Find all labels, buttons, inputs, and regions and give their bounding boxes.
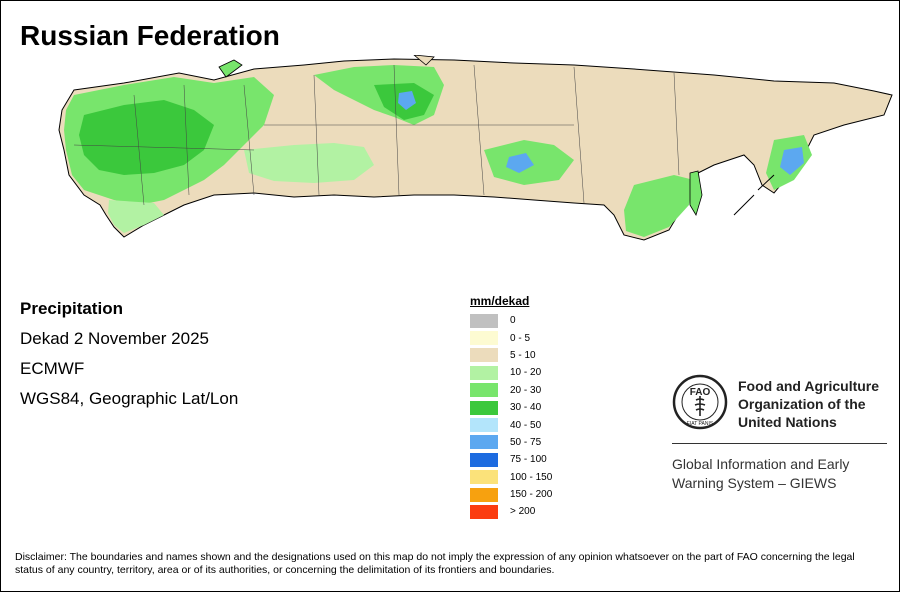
severnaya-zemlya <box>413 55 435 66</box>
fao-emblem-icon: FAO FIAT PANIS <box>672 374 728 430</box>
legend-label: 50 - 75 <box>510 436 542 448</box>
legend-label: 0 - 5 <box>510 332 531 344</box>
legend-label: 30 - 40 <box>510 402 542 414</box>
legend-classes: 0 0 - 5 5 - 10 10 - 20 20 - 30 30 - 40 40 - 50… <box>470 312 552 521</box>
legend-row: 10 - 20 <box>470 364 552 381</box>
legend-label: 150 - 200 <box>510 489 553 501</box>
legend-swatch <box>470 313 498 328</box>
map-title: Russian Federation <box>20 20 280 51</box>
fao-name-line-1: Food and Agriculture <box>738 378 880 394</box>
giews-line-2: Warning System – GIEWS <box>672 475 837 491</box>
novaya-zemlya <box>218 59 243 78</box>
fao-name-line-2: Organization of the <box>738 396 866 412</box>
legend-row: 100 - 150 <box>470 469 552 486</box>
legend-swatch <box>470 418 498 433</box>
legend-label: 10 - 20 <box>510 367 542 379</box>
high-precip-baikal <box>506 153 534 173</box>
fao-letters: FAO <box>690 387 711 398</box>
giews-name: Global Information and Early Warning Sys… <box>672 455 849 493</box>
legend-row: 50 - 75 <box>470 434 552 451</box>
very-wet-zone-west <box>79 100 214 175</box>
legend-unit: mm/dekad <box>470 294 530 308</box>
legend-label: 40 - 50 <box>510 419 542 431</box>
sakhalin-island <box>689 170 703 216</box>
legend-row: 0 - 5 <box>470 329 552 346</box>
legend-row: > 200 <box>470 503 552 520</box>
legend-row: 5 - 10 <box>470 347 552 364</box>
legend-swatch <box>470 435 498 450</box>
fao-organization-name: Food and Agriculture Organization of the… <box>738 377 879 431</box>
admin-boundaries <box>73 64 680 206</box>
legend-swatch <box>470 383 498 398</box>
divider <box>672 443 887 444</box>
light-wet-zone-south-central <box>244 143 374 183</box>
legend-label: 5 - 10 <box>510 349 536 361</box>
legend-row: 0 <box>470 312 552 329</box>
precipitation-map <box>58 55 893 241</box>
legend-row: 20 - 30 <box>470 382 552 399</box>
legend-label: 75 - 100 <box>510 454 547 466</box>
high-precip-kamchatka <box>780 147 804 175</box>
legend-label: 0 <box>510 315 516 327</box>
variable-label: Precipitation <box>20 299 123 318</box>
wet-zone-far-east <box>624 175 694 237</box>
legend-swatch <box>470 331 498 346</box>
giews-line-1: Global Information and Early <box>672 456 850 472</box>
legend-label: > 200 <box>510 506 536 518</box>
legend-swatch <box>470 452 498 467</box>
legend: mm/dekad 0 0 - 5 5 - 10 10 - 20 20 - 30 30 - … <box>470 294 552 521</box>
projection-label: WGS84, Geographic Lat/Lon <box>20 389 239 408</box>
fao-name-line-3: United Nations <box>738 414 837 430</box>
legend-row: 150 - 200 <box>470 486 552 503</box>
legend-row: 40 - 50 <box>470 416 552 433</box>
legend-row: 75 - 100 <box>470 451 552 468</box>
legend-label: 100 - 150 <box>510 471 553 483</box>
fao-motto: FIAT PANIS <box>687 421 714 427</box>
source-label: ECMWF <box>20 359 85 378</box>
legend-row: 30 - 40 <box>470 399 552 416</box>
legend-swatch <box>470 400 498 415</box>
period-label: Dekad 2 November 2025 <box>20 329 210 348</box>
map-info: Precipitation Dekad 2 November 2025 ECMW… <box>20 298 238 418</box>
legend-swatch <box>470 470 498 485</box>
legend-swatch <box>470 504 498 519</box>
disclaimer: Disclaimer: The boundaries and names sho… <box>15 551 855 576</box>
high-precip-yenisei <box>398 91 416 110</box>
legend-swatch <box>470 365 498 380</box>
legend-label: 20 - 30 <box>510 384 542 396</box>
legend-swatch <box>470 348 498 363</box>
light-wet-zone-south <box>108 200 164 233</box>
kuril-islands <box>733 174 775 216</box>
legend-swatch <box>470 487 498 502</box>
